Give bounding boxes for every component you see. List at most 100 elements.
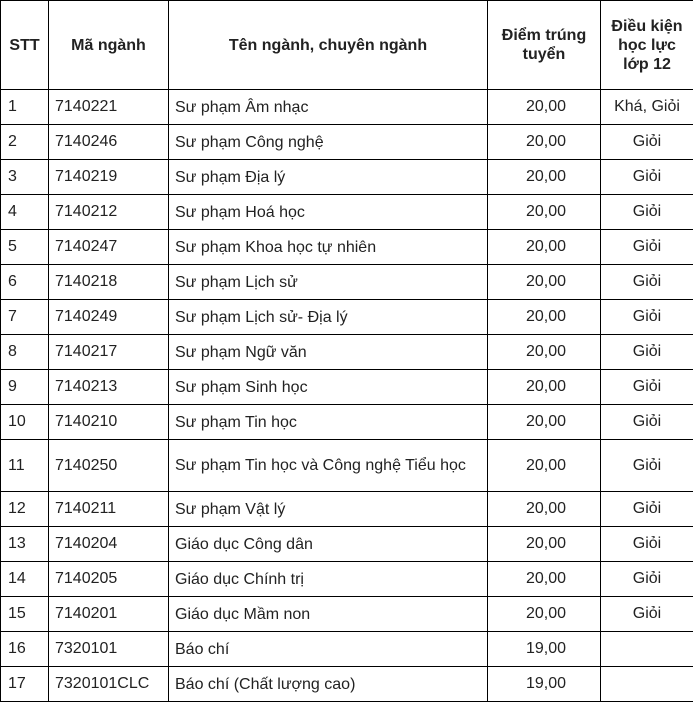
table-row: 15 7140201 Giáo dục Mầm non 20,00 Giỏi [0, 596, 693, 632]
row-condition: Giỏi [600, 124, 693, 160]
table-row: 12 7140211 Sư phạm Vật lý 20,00 Giỏi [0, 491, 693, 527]
row-code: 7140211 [48, 491, 169, 527]
row-score: 20,00 [487, 439, 601, 492]
table-row: 11 7140250 Sư phạm Tin học và Công nghệ Ti… [0, 439, 693, 492]
row-code: 7140250 [48, 439, 169, 492]
row-stt: 5 [0, 229, 49, 265]
row-code: 7140217 [48, 334, 169, 370]
row-stt: 1 [0, 89, 49, 125]
row-condition: Giỏi [600, 526, 693, 562]
row-condition: Giỏi [600, 596, 693, 632]
header-condition: Điều kiện học lực lớp 12 [600, 0, 693, 90]
row-score: 20,00 [487, 596, 601, 632]
row-name: Giáo dục Chính trị [168, 561, 488, 597]
row-stt: 12 [0, 491, 49, 527]
row-condition: Giỏi [600, 194, 693, 230]
row-score: 20,00 [487, 491, 601, 527]
row-score: 20,00 [487, 299, 601, 335]
table-row: 3 7140219 Sư phạm Địa lý 20,00 Giỏi [0, 159, 693, 195]
row-code: 7320101 [48, 631, 169, 667]
row-code: 7140219 [48, 159, 169, 195]
row-name: Sư phạm Tin học [168, 404, 488, 440]
row-name: Báo chí (Chất lượng cao) [168, 666, 488, 702]
row-condition: Giỏi [600, 404, 693, 440]
row-code: 7140205 [48, 561, 169, 597]
row-score: 20,00 [487, 124, 601, 160]
row-stt: 14 [0, 561, 49, 597]
row-stt: 3 [0, 159, 49, 195]
row-name: Sư phạm Lịch sử [168, 264, 488, 300]
row-stt: 15 [0, 596, 49, 632]
table-row: 7 7140249 Sư phạm Lịch sử- Địa lý 20,00 Giỏi [0, 299, 693, 335]
row-name: Sư phạm Vật lý [168, 491, 488, 527]
header-name: Tên ngành, chuyên ngành [168, 0, 488, 90]
header-row: STT Mã ngành Tên ngành, chuyên ngành Điể… [0, 0, 693, 90]
row-code: 7140212 [48, 194, 169, 230]
table-row: 5 7140247 Sư phạm Khoa học tự nhiên 20,00 Gi… [0, 229, 693, 265]
row-score: 20,00 [487, 526, 601, 562]
row-code: 7140201 [48, 596, 169, 632]
row-condition: Giỏi [600, 491, 693, 527]
header-stt: STT [0, 0, 49, 90]
header-score: Điểm trúng tuyển [487, 0, 601, 90]
table-row: 4 7140212 Sư phạm Hoá học 20,00 Giỏi [0, 194, 693, 230]
row-code: 7140249 [48, 299, 169, 335]
table-row: 9 7140213 Sư phạm Sinh học 20,00 Giỏi [0, 369, 693, 405]
row-name: Sư phạm Lịch sử- Địa lý [168, 299, 488, 335]
row-condition: Giỏi [600, 369, 693, 405]
row-stt: 10 [0, 404, 49, 440]
row-name: Sư phạm Tin học và Công nghệ Tiểu học [168, 439, 488, 492]
row-code: 7140218 [48, 264, 169, 300]
row-score: 20,00 [487, 89, 601, 125]
row-condition: Khá, Giỏi [600, 89, 693, 125]
table-row: 6 7140218 Sư phạm Lịch sử 20,00 Giỏi [0, 264, 693, 300]
row-name: Giáo dục Mầm non [168, 596, 488, 632]
row-name: Sư phạm Công nghệ [168, 124, 488, 160]
table-row: 16 7320101 Báo chí 19,00 [0, 631, 693, 667]
row-score: 20,00 [487, 369, 601, 405]
row-score: 20,00 [487, 264, 601, 300]
table-row: 10 7140210 Sư phạm Tin học 20,00 Giỏi [0, 404, 693, 440]
row-condition: Giỏi [600, 561, 693, 597]
row-name: Sư phạm Ngữ văn [168, 334, 488, 370]
header-code: Mã ngành [48, 0, 169, 90]
table-row: 1 7140221 Sư phạm Âm nhạc 20,00 Khá, Giỏi [0, 89, 693, 125]
row-name: Báo chí [168, 631, 488, 667]
table-row: 17 7320101CLC Báo chí (Chất lượng cao) 19,0… [0, 666, 693, 702]
row-condition: Giỏi [600, 439, 693, 492]
row-code: 7140221 [48, 89, 169, 125]
row-name: Sư phạm Địa lý [168, 159, 488, 195]
row-name: Sư phạm Khoa học tự nhiên [168, 229, 488, 265]
row-condition: Giỏi [600, 299, 693, 335]
row-stt: 17 [0, 666, 49, 702]
row-score: 20,00 [487, 194, 601, 230]
row-stt: 2 [0, 124, 49, 160]
row-score: 20,00 [487, 561, 601, 597]
row-stt: 13 [0, 526, 49, 562]
table-row: 13 7140204 Giáo dục Công dân 20,00 Giỏi [0, 526, 693, 562]
row-name: Sư phạm Hoá học [168, 194, 488, 230]
row-code: 7140213 [48, 369, 169, 405]
row-condition: Giỏi [600, 334, 693, 370]
row-stt: 11 [0, 439, 49, 492]
row-stt: 9 [0, 369, 49, 405]
row-stt: 7 [0, 299, 49, 335]
row-score: 20,00 [487, 334, 601, 370]
row-score: 19,00 [487, 631, 601, 667]
row-score: 19,00 [487, 666, 601, 702]
row-condition: Giỏi [600, 159, 693, 195]
row-condition: Giỏi [600, 264, 693, 300]
row-stt: 6 [0, 264, 49, 300]
row-stt: 4 [0, 194, 49, 230]
row-score: 20,00 [487, 159, 601, 195]
row-code: 7140204 [48, 526, 169, 562]
row-stt: 8 [0, 334, 49, 370]
row-condition [600, 631, 693, 667]
row-condition [600, 666, 693, 702]
row-condition: Giỏi [600, 229, 693, 265]
table-row: 8 7140217 Sư phạm Ngữ văn 20,00 Giỏi [0, 334, 693, 370]
row-score: 20,00 [487, 229, 601, 265]
row-name: Sư phạm Âm nhạc [168, 89, 488, 125]
table-row: 14 7140205 Giáo dục Chính trị 20,00 Giỏi [0, 561, 693, 597]
